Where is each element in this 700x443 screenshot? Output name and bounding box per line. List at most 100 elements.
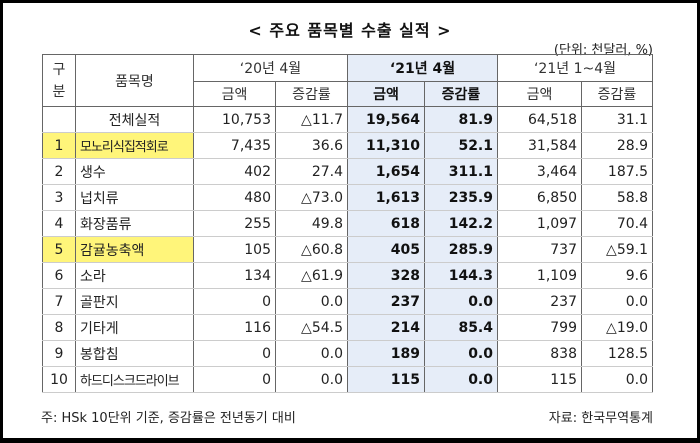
growth-2021-cum: △59.1 bbox=[581, 236, 653, 263]
growth-2021: 85.4 bbox=[424, 314, 498, 341]
table-row: 3 넙치류 480 △73.0 1,613 235.9 6,850 58.8 bbox=[42, 184, 653, 211]
amount-2020: 402 bbox=[193, 158, 276, 185]
table-row: 4 화장품류 255 49.8 618 142.2 1,097 70.4 bbox=[42, 210, 653, 237]
amount-2021: 405 bbox=[347, 236, 425, 263]
growth-2021: 81.9 bbox=[424, 106, 498, 133]
row-number: 6 bbox=[42, 262, 76, 289]
amount-2021-cum: 237 bbox=[497, 288, 582, 315]
item-name: 하드디스크드라이브 bbox=[75, 366, 194, 393]
growth-2021: 144.3 bbox=[424, 262, 498, 289]
amount-2021: 214 bbox=[347, 314, 425, 341]
header-gubun-2: 분 bbox=[52, 83, 66, 100]
item-name: 넙치류 bbox=[75, 184, 194, 211]
growth-2021-cum: 9.6 bbox=[581, 262, 653, 289]
item-name: 기타게 bbox=[75, 314, 194, 341]
amount-2021-cum: 115 bbox=[497, 366, 582, 393]
row-number: 8 bbox=[42, 314, 76, 341]
growth-2020: △60.8 bbox=[275, 236, 348, 263]
growth-2021: 285.9 bbox=[424, 236, 498, 263]
source-note: 자료: 한국무역통계 bbox=[548, 411, 653, 426]
table-row: 10 하드디스크드라이브 0 0.0 115 0.0 115 0.0 bbox=[42, 366, 653, 393]
growth-2021-cum: 28.9 bbox=[581, 132, 653, 159]
item-name: 골판지 bbox=[75, 288, 194, 315]
amount-2020: 7,435 bbox=[193, 132, 276, 159]
item-name: 감귤농축액 bbox=[75, 236, 194, 263]
growth-2021-cum: 31.1 bbox=[581, 106, 653, 133]
growth-2021-cum: 58.8 bbox=[581, 184, 653, 211]
amount-2021: 237 bbox=[347, 288, 425, 315]
amount-2020: 0 bbox=[193, 288, 276, 315]
header-item-name: 품목명 bbox=[75, 54, 194, 107]
amount-2021: 1,654 bbox=[347, 158, 425, 185]
growth-2021-cum: 70.4 bbox=[581, 210, 653, 237]
amount-2021: 1,613 bbox=[347, 184, 425, 211]
amount-2020: 116 bbox=[193, 314, 276, 341]
header-gubun: 구 분 bbox=[42, 54, 76, 107]
amount-2021-cum: 1,097 bbox=[497, 210, 582, 237]
table-row: 8 기타게 116 △54.5 214 85.4 799 △19.0 bbox=[42, 314, 653, 341]
growth-2020: △61.9 bbox=[275, 262, 348, 289]
item-name: 생수 bbox=[75, 158, 194, 185]
header-growth-2021: 증감률 bbox=[424, 81, 498, 107]
table-row: 2 생수 402 27.4 1,654 311.1 3,464 187.5 bbox=[42, 158, 653, 185]
item-name: 봉합침 bbox=[75, 340, 194, 367]
table-row: 6 소라 134 △61.9 328 144.3 1,109 9.6 bbox=[42, 262, 653, 289]
growth-2021: 235.9 bbox=[424, 184, 498, 211]
header-gubun-1: 구 bbox=[52, 61, 66, 78]
amount-2020: 480 bbox=[193, 184, 276, 211]
growth-2021: 0.0 bbox=[424, 366, 498, 393]
amount-2020: 0 bbox=[193, 340, 276, 367]
growth-2021-cum: △19.0 bbox=[581, 314, 653, 341]
growth-2020: 36.6 bbox=[275, 132, 348, 159]
amount-2021: 189 bbox=[347, 340, 425, 367]
document-page: < 주요 품목별 수출 실적 > (단위: 천달러, %) 구 분 품목명 ‘2… bbox=[3, 3, 697, 438]
amount-2021-cum: 3,464 bbox=[497, 158, 582, 185]
header-growth-2021-cum: 증감률 bbox=[581, 81, 653, 107]
amount-2021-cum: 838 bbox=[497, 340, 582, 367]
growth-2021: 142.2 bbox=[424, 210, 498, 237]
growth-2020: △11.7 bbox=[275, 106, 348, 133]
row-number: 1 bbox=[42, 132, 76, 159]
header-period-2020-apr: ‘20년 4월 bbox=[193, 54, 348, 82]
header-period-2021-apr: ‘21년 4월 bbox=[347, 54, 498, 82]
growth-2021-cum: 187.5 bbox=[581, 158, 653, 185]
growth-2021: 311.1 bbox=[424, 158, 498, 185]
growth-2020: △54.5 bbox=[275, 314, 348, 341]
amount-2021-cum: 799 bbox=[497, 314, 582, 341]
header-growth-2020: 증감률 bbox=[275, 81, 348, 107]
header-period-2021-jan-apr: ‘21년 1~4월 bbox=[497, 54, 653, 82]
amount-2021-cum: 1,109 bbox=[497, 262, 582, 289]
item-name: 모노리식집적회로 bbox=[75, 132, 194, 159]
amount-2021-cum: 6,850 bbox=[497, 184, 582, 211]
row-number bbox=[42, 106, 76, 133]
table-body: 전체실적 10,753 △11.7 19,564 81.9 64,518 31.1 1 모노리식… bbox=[42, 106, 653, 393]
table-row: 7 골판지 0 0.0 237 0.0 237 0.0 bbox=[42, 288, 653, 315]
table-row: 전체실적 10,753 △11.7 19,564 81.9 64,518 31.1 bbox=[42, 106, 653, 133]
item-name: 소라 bbox=[75, 262, 194, 289]
amount-2020: 0 bbox=[193, 366, 276, 393]
amount-2021-cum: 737 bbox=[497, 236, 582, 263]
table-row: 5 감귤농축액 105 △60.8 405 285.9 737 △59.1 bbox=[42, 236, 653, 263]
growth-2021: 0.0 bbox=[424, 288, 498, 315]
amount-2020: 10,753 bbox=[193, 106, 276, 133]
header-amount-2020: 금액 bbox=[193, 81, 276, 107]
row-number: 5 bbox=[42, 236, 76, 263]
amount-2021-cum: 31,584 bbox=[497, 132, 582, 159]
amount-2021: 19,564 bbox=[347, 106, 425, 133]
amount-2021: 11,310 bbox=[347, 132, 425, 159]
amount-2021-cum: 64,518 bbox=[497, 106, 582, 133]
growth-2021: 52.1 bbox=[424, 132, 498, 159]
row-number: 9 bbox=[42, 340, 76, 367]
amount-2020: 255 bbox=[193, 210, 276, 237]
growth-2020: 49.8 bbox=[275, 210, 348, 237]
row-number: 3 bbox=[42, 184, 76, 211]
growth-2020: 0.0 bbox=[275, 288, 348, 315]
footnote: 주: HSk 10단위 기준, 증감률은 전년동기 대비 bbox=[41, 411, 296, 426]
growth-2021-cum: 0.0 bbox=[581, 288, 653, 315]
row-number: 7 bbox=[42, 288, 76, 315]
amount-2021: 115 bbox=[347, 366, 425, 393]
amount-2021: 328 bbox=[347, 262, 425, 289]
page-title: < 주요 품목별 수출 실적 > bbox=[248, 21, 452, 40]
row-number: 10 bbox=[42, 366, 76, 393]
item-name: 화장품류 bbox=[75, 210, 194, 237]
